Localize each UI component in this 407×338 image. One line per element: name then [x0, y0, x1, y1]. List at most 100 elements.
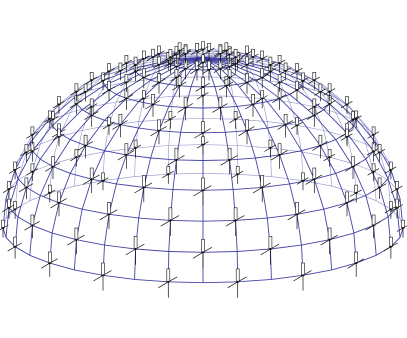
ring-member[interactable]	[138, 56, 154, 61]
ring-member[interactable]	[335, 112, 354, 120]
ring-member[interactable]	[396, 189, 401, 199]
node-support-symbol[interactable]	[137, 90, 150, 109]
ring-member[interactable]	[202, 219, 236, 222]
node-support-symbol[interactable]	[162, 166, 174, 184]
meridian-member[interactable]	[5, 207, 10, 238]
node-support-symbol[interactable]	[118, 88, 134, 110]
node-support-symbol[interactable]	[240, 56, 253, 75]
node-support-symbol[interactable]	[239, 73, 254, 94]
ring-member[interactable]	[168, 105, 186, 109]
meridian-member[interactable]	[279, 82, 290, 103]
meridian-member[interactable]	[335, 173, 348, 203]
ring-member[interactable]	[289, 101, 315, 107]
node-support-symbol[interactable]	[314, 83, 326, 102]
node-support-symbol[interactable]	[173, 42, 186, 61]
node-support-symbol[interactable]	[338, 191, 355, 217]
ring-member[interactable]	[143, 96, 173, 99]
node-support-symbol[interactable]	[146, 48, 159, 67]
meridian-member[interactable]	[104, 214, 110, 246]
meridian-member[interactable]	[172, 159, 177, 190]
ring-member[interactable]	[49, 118, 53, 127]
ring-member[interactable]	[152, 54, 169, 58]
meridian-member[interactable]	[335, 97, 354, 120]
ring-member[interactable]	[104, 70, 121, 76]
meridian-member[interactable]	[301, 120, 321, 146]
ring-member[interactable]	[352, 119, 366, 128]
ring-member[interactable]	[252, 56, 268, 61]
ring-member[interactable]	[180, 131, 204, 134]
node-support-symbol[interactable]	[223, 69, 236, 87]
ring-member[interactable]	[168, 83, 180, 87]
node-support-symbol[interactable]	[190, 60, 204, 81]
ring-member[interactable]	[252, 101, 268, 105]
ring-member[interactable]	[246, 127, 268, 132]
node-support-symbol[interactable]	[227, 268, 247, 298]
node-support-symbol[interactable]	[160, 207, 180, 236]
ring-member[interactable]	[255, 154, 280, 159]
ring-member[interactable]	[176, 159, 204, 161]
ring-member[interactable]	[58, 202, 83, 210]
ring-member[interactable]	[135, 248, 169, 252]
ring-member[interactable]	[150, 77, 177, 80]
node-support-symbol[interactable]	[196, 54, 209, 73]
ring-member[interactable]	[2, 227, 7, 238]
node-support-symbol[interactable]	[129, 56, 142, 75]
meridian-member[interactable]	[266, 101, 286, 125]
node-support-symbol[interactable]	[290, 63, 303, 81]
ring-member[interactable]	[202, 281, 238, 284]
meridian-member[interactable]	[120, 101, 140, 125]
meridian-member[interactable]	[102, 67, 135, 82]
meridian-member[interactable]	[252, 56, 268, 68]
node-support-symbol[interactable]	[136, 68, 150, 89]
ring-member[interactable]	[346, 136, 366, 145]
node-support-symbol[interactable]	[0, 219, 9, 238]
ring-member[interactable]	[49, 185, 75, 194]
node-support-symbol[interactable]	[79, 83, 92, 102]
ring-member[interactable]	[85, 145, 105, 152]
meridian-member[interactable]	[261, 77, 290, 95]
node-support-symbol[interactable]	[264, 56, 276, 75]
ring-member[interactable]	[152, 103, 169, 107]
node-support-symbol[interactable]	[373, 144, 386, 162]
node-support-symbol[interactable]	[96, 72, 109, 91]
ring-member[interactable]	[320, 139, 336, 147]
ring-member[interactable]	[237, 248, 271, 252]
ring-member[interactable]	[52, 112, 71, 120]
ring-member[interactable]	[301, 114, 315, 121]
node-support-symbol[interactable]	[390, 198, 404, 219]
ring-member[interactable]	[233, 96, 263, 99]
meridian-member[interactable]	[69, 115, 93, 140]
node-support-symbol[interactable]	[202, 42, 215, 61]
node-support-symbol[interactable]	[2, 198, 16, 219]
ring-member[interactable]	[126, 154, 151, 159]
ring-member[interactable]	[70, 91, 86, 98]
ring-member[interactable]	[17, 216, 33, 226]
meridian-member[interactable]	[266, 127, 281, 156]
ring-member[interactable]	[235, 217, 268, 221]
ring-member[interactable]	[237, 145, 271, 149]
meridian-member[interactable]	[29, 118, 51, 144]
ring-member[interactable]	[202, 131, 226, 134]
meridian-member[interactable]	[285, 70, 302, 87]
meridian-member[interactable]	[271, 67, 304, 82]
ring-member[interactable]	[229, 77, 256, 80]
ring-member[interactable]	[296, 208, 324, 215]
meridian-member[interactable]	[180, 107, 187, 133]
ring-member[interactable]	[314, 79, 324, 86]
meridian-member[interactable]	[236, 84, 254, 105]
ring-member[interactable]	[296, 125, 324, 131]
ring-member[interactable]	[168, 173, 204, 175]
meridian-member[interactable]	[237, 61, 271, 72]
ring-member[interactable]	[26, 187, 41, 196]
meridian-member[interactable]	[116, 82, 127, 103]
meridian-member[interactable]	[202, 57, 230, 68]
meridian-member[interactable]	[365, 126, 380, 153]
meridian-member[interactable]	[51, 202, 60, 234]
ring-member[interactable]	[14, 246, 31, 256]
ring-member[interactable]	[202, 118, 236, 120]
ring-member[interactable]	[91, 178, 117, 185]
node-support-symbol[interactable]	[172, 76, 187, 98]
ring-member[interactable]	[202, 159, 230, 161]
ring-member[interactable]	[135, 145, 169, 149]
ring-member[interactable]	[91, 101, 117, 107]
